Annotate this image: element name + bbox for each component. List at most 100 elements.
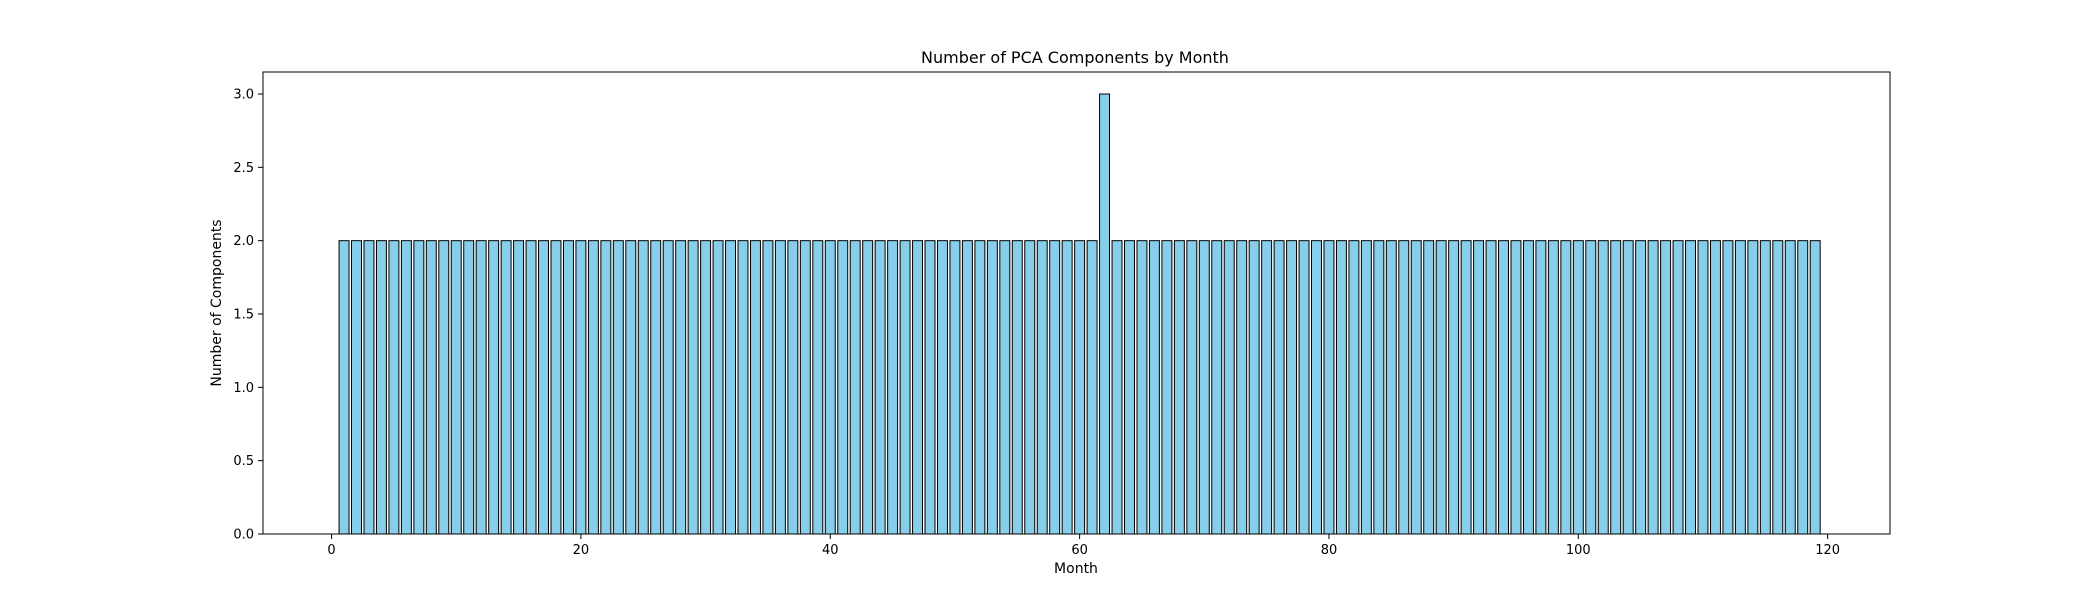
- bar: [1809, 240, 1821, 535]
- bar: [974, 240, 986, 535]
- bar: [1709, 240, 1721, 535]
- bar: [500, 240, 512, 535]
- bar: [1335, 240, 1347, 535]
- bar: [1286, 240, 1298, 535]
- bar: [1747, 240, 1759, 535]
- bar: [1223, 240, 1235, 535]
- bar: [874, 240, 886, 535]
- bar: [1373, 240, 1385, 535]
- bar: [1535, 240, 1547, 535]
- y-tick-label: 3.0: [233, 88, 254, 103]
- y-axis-label: Number of Components: [209, 219, 225, 386]
- bar: [1099, 93, 1111, 535]
- bar: [1772, 240, 1784, 535]
- bar: [862, 240, 874, 535]
- bar: [425, 240, 437, 535]
- bar: [687, 240, 699, 535]
- bar: [450, 240, 462, 535]
- bar: [1784, 240, 1796, 535]
- bar: [1124, 240, 1135, 535]
- bar: [1360, 240, 1372, 535]
- bar: [363, 240, 375, 535]
- bar: [1672, 240, 1684, 535]
- bar: [1385, 240, 1397, 535]
- bar: [837, 240, 849, 535]
- bar: [1697, 240, 1709, 535]
- bar: [1248, 240, 1260, 535]
- bar: [1410, 240, 1422, 535]
- x-axis-ticks: 0 20 40 60 80 100 120: [327, 534, 1840, 558]
- x-axis-label: Month: [1054, 561, 1098, 577]
- bar: [1522, 240, 1534, 535]
- bar: [887, 240, 899, 535]
- bar: [1311, 240, 1322, 535]
- bar: [1049, 240, 1061, 535]
- bar: [949, 240, 961, 535]
- bar: [1610, 240, 1622, 535]
- bar: [700, 240, 712, 535]
- bar: [1024, 240, 1036, 535]
- bar: [1186, 240, 1198, 535]
- y-axis-ticks: 0.0 0.5 1.0 1.5 2.0 2.5 3.0: [233, 88, 263, 543]
- bar: [936, 240, 948, 535]
- bar: [637, 240, 649, 535]
- x-tick-label: 60: [1071, 543, 1088, 558]
- bar: [587, 240, 599, 535]
- bar: [1398, 240, 1410, 535]
- bar: [1510, 240, 1522, 535]
- bar: [375, 240, 387, 535]
- bar: [1173, 240, 1185, 535]
- y-tick-label: 1.0: [233, 381, 254, 396]
- bar: [1622, 240, 1634, 535]
- bar: [1722, 240, 1734, 535]
- bar: [1460, 240, 1472, 535]
- bar: [762, 240, 774, 535]
- bar: [600, 240, 612, 535]
- bar: [1136, 240, 1148, 535]
- bar: [1161, 240, 1173, 535]
- bar: [1423, 240, 1435, 535]
- bar: [1348, 240, 1360, 535]
- bar: [1211, 240, 1223, 535]
- bar: [1011, 240, 1023, 535]
- bar: [488, 240, 500, 535]
- bar: [899, 240, 911, 535]
- bar: [1236, 240, 1248, 535]
- bar: [413, 240, 425, 535]
- bar: [1797, 240, 1809, 535]
- bar: [812, 240, 824, 535]
- chart-title: Number of PCA Components by Month: [921, 48, 1229, 67]
- bar: [662, 240, 674, 535]
- bar: [1635, 240, 1647, 535]
- x-tick-label: 40: [822, 543, 839, 558]
- bar: [1435, 240, 1447, 535]
- bar: [1036, 240, 1048, 535]
- bar: [787, 240, 799, 535]
- bar: [1734, 240, 1746, 535]
- bar: [1086, 240, 1098, 535]
- bars-group: [338, 93, 1821, 535]
- bar: [675, 240, 687, 535]
- bar: [712, 240, 724, 535]
- bar: [1261, 240, 1273, 535]
- x-tick-label: 80: [1321, 543, 1338, 558]
- bar: [438, 240, 450, 535]
- y-tick-label: 0.0: [233, 528, 254, 543]
- bar: [1685, 240, 1697, 535]
- bar: [824, 240, 836, 535]
- bar: [463, 240, 475, 535]
- bar: [1660, 240, 1672, 535]
- y-tick-label: 2.0: [233, 234, 254, 249]
- bar: [612, 240, 624, 535]
- bar: [1061, 240, 1073, 535]
- bar: [986, 240, 998, 535]
- bar: [1572, 240, 1584, 535]
- x-tick-label: 100: [1566, 543, 1591, 558]
- bar: [625, 240, 637, 535]
- bar: [1547, 240, 1559, 535]
- bar: [999, 240, 1011, 535]
- bar: [749, 240, 761, 535]
- bar: [725, 240, 737, 535]
- bar: [1485, 240, 1497, 535]
